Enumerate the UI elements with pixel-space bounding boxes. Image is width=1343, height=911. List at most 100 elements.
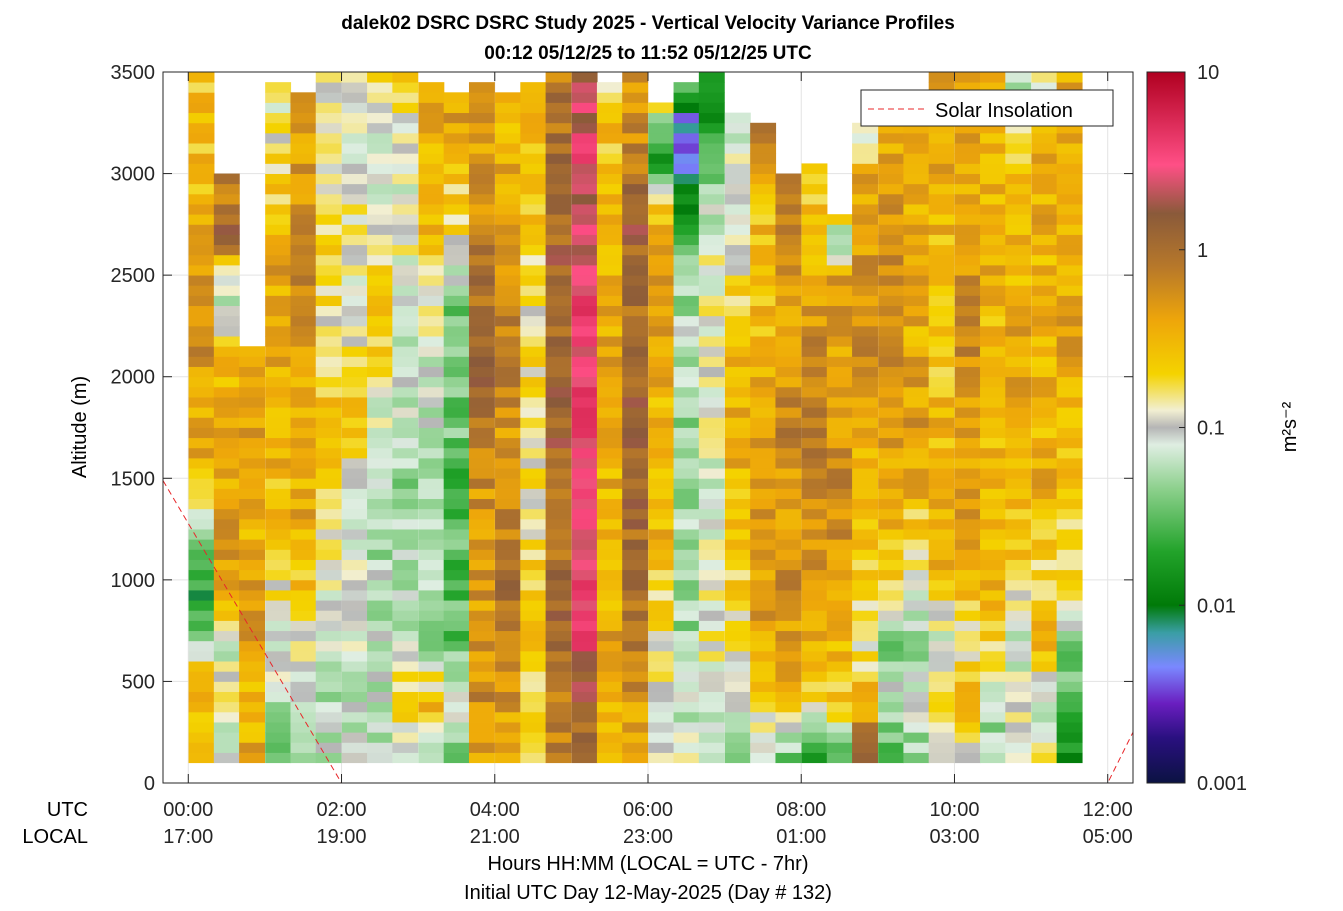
heatmap-cell — [1056, 711, 1083, 723]
heatmap-cell — [852, 427, 878, 439]
colorbar-tick-label: 0.01 — [1197, 595, 1236, 617]
x-tick-label-local: 03:00 — [929, 826, 979, 848]
heatmap-cell — [239, 742, 266, 753]
heatmap-cell — [622, 397, 649, 408]
heatmap-cell — [213, 275, 240, 286]
heatmap-cell — [928, 285, 955, 296]
heatmap-cell — [1005, 173, 1032, 185]
heatmap-cell — [545, 671, 572, 682]
heatmap-cell — [801, 447, 828, 459]
heatmap-cell — [750, 376, 777, 388]
heatmap-cell — [750, 183, 777, 195]
heatmap-cell — [698, 193, 725, 205]
heatmap-cell — [520, 742, 547, 753]
heatmap-cell — [852, 620, 878, 632]
heatmap-cell — [673, 254, 700, 266]
heatmap-cell — [315, 549, 342, 560]
heatmap-cell — [673, 82, 700, 93]
heatmap-cell — [290, 417, 317, 428]
heatmap-cell — [852, 254, 878, 266]
heatmap-cell — [903, 468, 930, 479]
heatmap-cell — [1056, 488, 1083, 499]
heatmap-cell — [673, 711, 700, 723]
heatmap-cell — [852, 590, 878, 601]
heatmap-cell — [341, 407, 368, 418]
heatmap-cell — [596, 701, 623, 713]
heatmap-cell — [1005, 711, 1032, 723]
heatmap-cell — [801, 610, 828, 621]
heatmap-cell — [571, 356, 598, 367]
heatmap-cell — [188, 386, 215, 398]
heatmap-cell — [596, 661, 623, 672]
heatmap-cell — [622, 732, 649, 743]
heatmap-cell — [980, 722, 1006, 733]
heatmap-cell — [750, 468, 777, 479]
heatmap-cell — [1005, 549, 1032, 560]
heatmap-cell — [315, 742, 342, 753]
heatmap-cell — [852, 630, 878, 642]
heatmap-cell — [724, 427, 751, 439]
heatmap-cell — [801, 163, 828, 174]
heatmap-cell — [801, 204, 828, 215]
heatmap-cell — [315, 681, 342, 692]
heatmap-cell — [698, 488, 725, 499]
heatmap-cell — [341, 204, 368, 215]
heatmap-cell — [213, 691, 240, 703]
heatmap-cell — [520, 468, 547, 479]
heatmap-cell — [954, 254, 981, 266]
heatmap-cell — [367, 549, 393, 560]
heatmap-cell — [980, 600, 1006, 611]
heatmap-cell — [750, 478, 777, 489]
heatmap-cell — [648, 234, 675, 246]
heatmap-cell — [418, 539, 445, 550]
heatmap-cell — [315, 630, 342, 642]
heatmap-cell — [826, 356, 853, 367]
heatmap-cell — [698, 701, 725, 713]
heatmap-cell — [775, 275, 802, 286]
heatmap-cell — [980, 447, 1006, 459]
heatmap-cell — [367, 407, 393, 418]
heatmap-cell — [213, 529, 240, 540]
heatmap-cell — [265, 163, 292, 174]
heatmap-cell — [1056, 610, 1083, 621]
heatmap-cell — [903, 447, 930, 459]
heatmap-cell — [750, 285, 777, 296]
heatmap-cell — [673, 518, 700, 530]
heatmap-cell — [520, 224, 547, 235]
heatmap-cell — [418, 153, 445, 164]
heatmap-cell — [775, 264, 802, 276]
heatmap-cell — [596, 610, 623, 621]
heatmap-cell — [213, 711, 240, 723]
heatmap-cell — [826, 661, 853, 672]
heatmap-cell — [341, 356, 368, 367]
heatmap-cell — [571, 72, 598, 83]
heatmap-cell — [392, 539, 419, 550]
heatmap-cell — [443, 417, 470, 428]
heatmap-cell — [1005, 468, 1032, 479]
heatmap-cell — [520, 508, 547, 520]
heatmap-cell — [622, 620, 649, 632]
heatmap-cell — [878, 417, 905, 428]
heatmap-cell — [290, 569, 317, 581]
heatmap-cell — [341, 183, 368, 195]
heatmap-cell — [571, 173, 598, 185]
heatmap-cell — [188, 153, 215, 164]
heatmap-cell — [801, 264, 828, 276]
heatmap-cell — [648, 681, 675, 692]
heatmap-cell — [903, 224, 930, 235]
heatmap-cell — [1056, 325, 1083, 337]
heatmap-cell — [495, 275, 521, 286]
heatmap-cell — [928, 417, 955, 428]
heatmap-cell — [520, 691, 547, 703]
heatmap-cell — [801, 214, 828, 225]
heatmap-cell — [443, 214, 470, 225]
heatmap-cell — [213, 224, 240, 235]
heatmap-cell — [341, 234, 368, 246]
heatmap-cell — [213, 569, 240, 581]
heatmap-cell — [775, 661, 802, 672]
heatmap-cell — [648, 366, 675, 378]
heatmap-cell — [418, 102, 445, 114]
heatmap-cell — [468, 691, 495, 703]
heatmap-cell — [188, 214, 215, 225]
heatmap-cell — [1031, 468, 1058, 479]
